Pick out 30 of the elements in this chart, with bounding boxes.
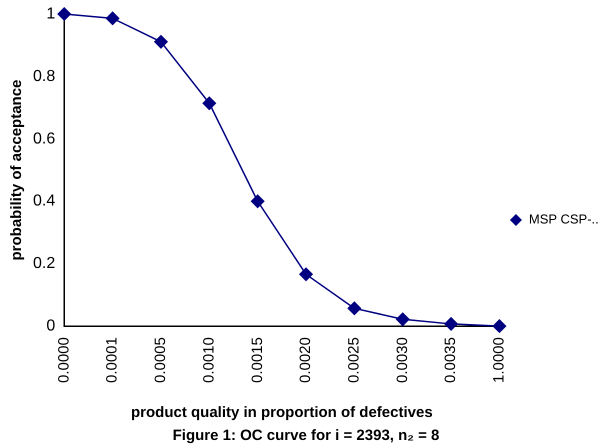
y-tick-label: 0.8: [32, 68, 56, 85]
x-tick-label: 0.0030: [394, 337, 411, 384]
y-tick-label: 0.6: [32, 130, 56, 148]
point: [202, 96, 216, 110]
x-tick-label: 0.0000: [55, 337, 72, 384]
x-tick-label: 0.0001: [104, 337, 121, 384]
x-tick-label: 1.0000: [490, 337, 508, 384]
point: [492, 319, 506, 333]
y-tick-label: 0: [46, 318, 56, 335]
point: [57, 7, 71, 21]
y-tick-label: 0.4: [32, 192, 56, 210]
point: [250, 194, 264, 208]
point: [444, 317, 458, 331]
legend-label: MSP CSP-..: [528, 212, 599, 227]
point: [348, 302, 362, 316]
point: [154, 35, 168, 49]
point: [396, 312, 410, 326]
y-axis-title: probability of acceptance: [8, 80, 26, 261]
x-tick-label: 0.0025: [346, 337, 363, 384]
x-tick-label: 0.0010: [200, 337, 218, 384]
y-tick-label: 0.2: [32, 255, 56, 272]
x-tick-label: 0.0005: [152, 337, 170, 384]
point: [106, 12, 120, 26]
caption: Figure 1: OC curve for i = 2393, n₂ = 8: [172, 427, 440, 444]
x-tick-label: 0.0035: [442, 337, 460, 384]
point: [299, 268, 313, 282]
x-tick-label: 0.0020: [297, 337, 314, 384]
x-axis-title: product quality in proportion of defectives: [130, 404, 433, 422]
x-tick-label: 0.0015: [248, 337, 266, 384]
y-tick-label: 1: [46, 5, 56, 22]
